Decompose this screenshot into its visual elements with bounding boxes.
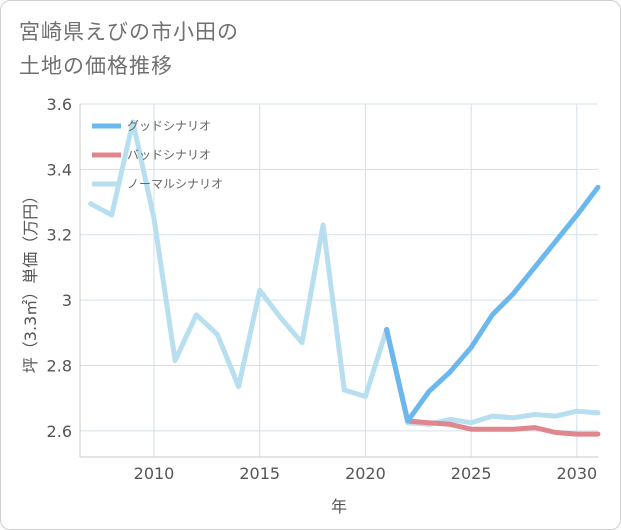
series-line-2: [88, 119, 601, 427]
series-lines: [88, 119, 601, 437]
y-tick-label: 3: [62, 291, 72, 310]
chart-title-line1: 宮崎県えびの市小田の: [19, 20, 239, 44]
chart-title-line2: 土地の価格推移: [19, 54, 173, 78]
plot-background: [80, 104, 598, 457]
legend-label-0: グッドシナリオ: [127, 119, 211, 133]
legend-label-2: ノーマルシナリオ: [127, 177, 223, 191]
series-line-0: [384, 184, 601, 424]
y-tick-label: 3.4: [47, 160, 72, 179]
legend-label-1: バッドシナリオ: [127, 148, 211, 162]
y-axis-title: 坪（3.3㎡）単価（万円）: [21, 188, 40, 373]
y-tick-label: 2.8: [47, 356, 72, 375]
x-tick-label: 2015: [239, 464, 280, 483]
x-tick-labels: 2010 2015 2020 2025 2030: [134, 464, 598, 483]
series-line-1: [384, 327, 601, 437]
y-tick-labels: 2.6 2.8 3 3.2 3.4 3.6: [47, 95, 72, 441]
plot-area: [80, 104, 598, 457]
x-tick-label: 2010: [134, 464, 175, 483]
x-tick-label: 2025: [451, 464, 492, 483]
x-tick-label: 2020: [345, 464, 386, 483]
y-tick-label: 3.2: [47, 226, 72, 245]
x-axis-title: 年: [331, 497, 347, 516]
y-tick-label: 2.6: [47, 422, 72, 441]
y-tick-label: 3.6: [47, 95, 72, 114]
chart-title: 宮崎県えびの市小田の 土地の価格推移: [19, 15, 239, 83]
x-tick-label: 2030: [556, 464, 597, 483]
axes: [79, 104, 598, 458]
